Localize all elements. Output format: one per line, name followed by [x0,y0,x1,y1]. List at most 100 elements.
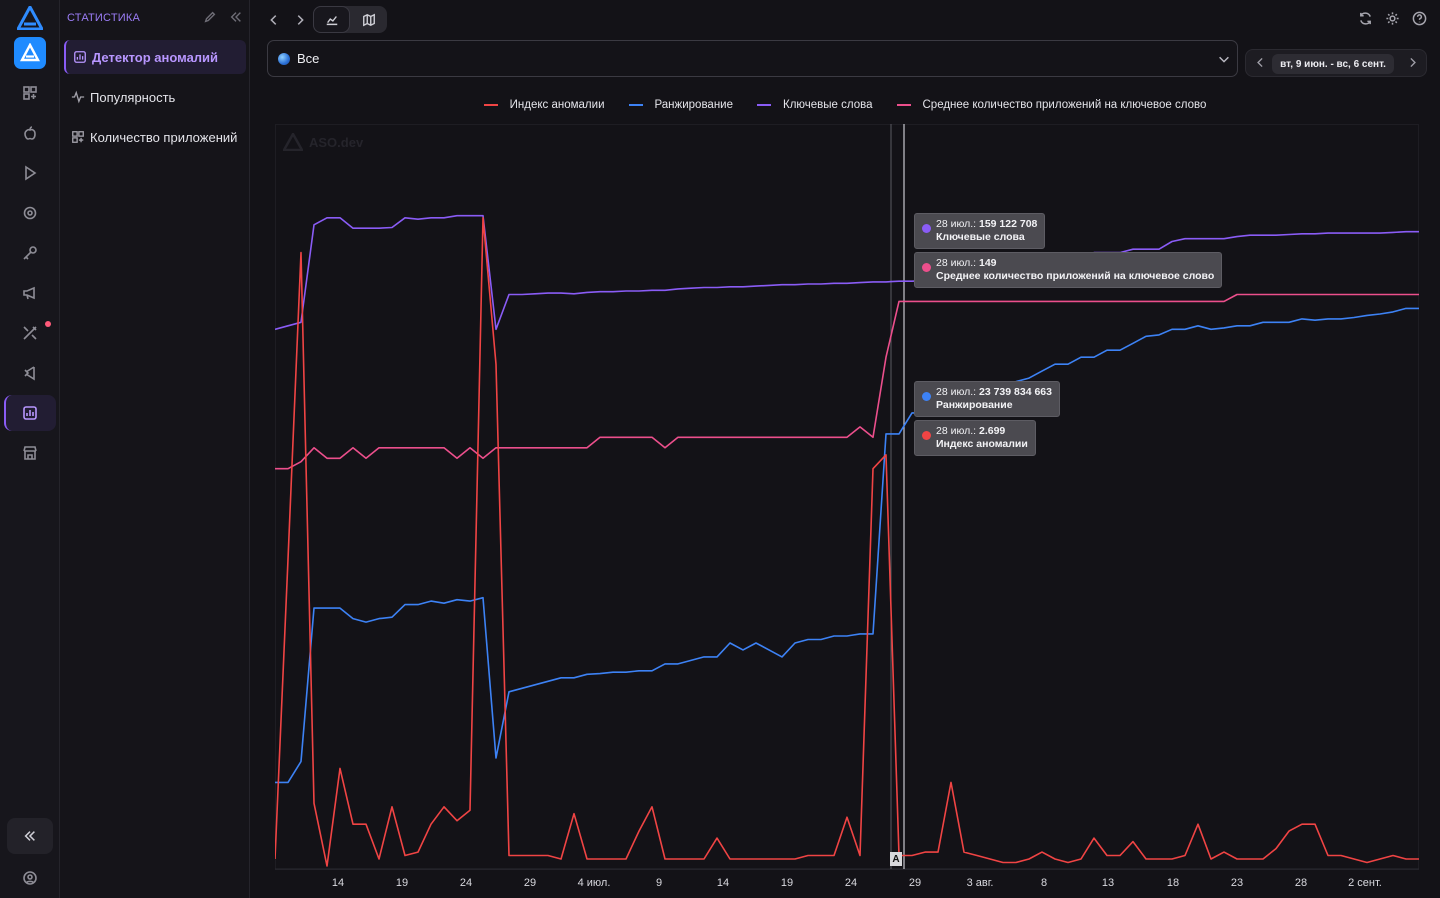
chevron-left-icon [1257,57,1263,68]
watermark-text: ASO.dev [309,134,364,150]
x-tick-label: 13 [1101,877,1115,889]
tooltip-date: 28 июл.: [936,425,977,437]
app-avatar-icon[interactable] [14,37,46,69]
chevron-right-icon [297,15,304,25]
apple-icon[interactable] [20,123,40,143]
icon-rail [0,0,60,898]
date-range-picker: вт, 9 июн. - вс, 6 сент. [1245,49,1427,77]
settings-button[interactable] [1385,11,1401,27]
chevron-right-icon [1410,57,1416,68]
chart-icon [73,50,87,64]
help-icon [1412,11,1427,26]
chevron-down-icon [1217,52,1231,66]
x-tick-label: 8 [1040,877,1048,889]
refresh-icon [1360,12,1371,25]
tooltip-date: 28 июл.: [936,257,977,269]
sidebar-item-label: Количество приложений [90,129,238,145]
tooltip-keywords: 28 июл.: 159 122 708 Ключевые слова [914,213,1046,249]
legend-label: Среднее количество приложений на ключево… [922,99,1207,111]
next-period-button[interactable] [1406,56,1420,70]
x-tick-label: 29 [523,877,537,889]
sidebar-item-app-count[interactable]: Количество приложений [64,120,246,154]
back-button[interactable] [264,10,284,30]
previous-period-button[interactable] [1254,56,1268,70]
x-tick-label: 14 [716,877,730,889]
map-view-button[interactable] [350,6,387,33]
x-tick-label: 4 июл. [577,877,611,889]
legend-label: Ключевые слова [783,99,873,111]
view-toggle [313,6,387,33]
tooltip-value: 159 122 708 [979,218,1038,230]
series-line[interactable] [275,214,1419,331]
statistics-icon[interactable] [20,403,40,423]
x-tick-label: 18 [1166,877,1180,889]
sidebar-item-anomaly-detector[interactable]: Детектор аномалий [64,40,246,74]
chevron-left-icon [270,15,277,25]
line-chart-icon [326,15,337,25]
x-tick-label: 14 [331,877,345,889]
legend-item-keywords[interactable]: Ключевые слова [757,99,873,111]
legend-label: Ранжирование [654,99,734,111]
tooltip-value: 2.699 [979,425,1006,437]
refresh-button[interactable] [1358,11,1374,27]
watermark-logo-icon [283,133,303,151]
x-tick-label: 2 сент. [1348,877,1382,889]
section-title: СТАТИСТИКА [67,12,140,24]
target-icon[interactable] [20,203,40,223]
sidebar-item-label: Детектор аномалий [92,49,219,65]
tools-icon[interactable] [20,323,40,343]
tooltip-series: Ключевые слова [936,231,1025,243]
tooltip-series: Ранжирование [936,399,1013,411]
tooltip-avg-apps: 28 июл.: 149 Среднее количество приложен… [914,252,1223,288]
x-tick-label: 23 [1230,877,1244,889]
store-icon[interactable] [20,443,40,463]
legend-item-anomaly-index[interactable]: Индекс аномалии [483,99,605,111]
x-tick-label: 28 [1294,877,1308,889]
legend-label: Индекс аномалии [509,99,605,111]
map-icon [362,13,375,26]
tooltip-anomaly-index: 28 июл.: 2.699 Индекс аномалии [914,420,1036,456]
x-tick-label: 9 [655,877,663,889]
x-tick-label: 29 [908,877,922,889]
x-tick-label: 24 [844,877,858,889]
legend-item-avg-apps[interactable]: Среднее количество приложений на ключево… [896,99,1207,111]
x-tick-label: 19 [780,877,794,889]
edit-icon[interactable] [203,10,217,24]
tooltip-series: Среднее количество приложений на ключево… [936,270,1215,282]
dashboard-icon[interactable] [20,83,40,103]
x-tick-label: 24 [459,877,473,889]
app-logo-icon[interactable] [15,3,45,31]
tooltip-value: 149 [979,257,997,269]
tooltip-ranking: 28 июл.: 23 739 834 663 Ранжирование [914,381,1060,417]
account-icon[interactable] [20,868,40,888]
vscode-icon[interactable] [20,363,40,383]
tooltip-value: 23 739 834 663 [979,386,1052,398]
chart-svg [275,124,1419,870]
watermark: ASO.dev [283,133,363,151]
x-tick-label: 19 [395,877,409,889]
series-line[interactable] [275,217,1419,867]
country-select[interactable]: Все [267,40,1238,77]
key-icon[interactable] [20,243,40,263]
gear-icon [1386,12,1399,25]
tooltip-date: 28 июл.: [936,386,977,398]
collapse-rail-button[interactable] [7,818,53,854]
sidebar-item-popularity[interactable]: Популярность [64,80,246,114]
x-tick-label: 3 авг. [966,877,994,889]
section-sidebar: СТАТИСТИКА Детектор аномалий Популярност… [60,0,250,898]
country-select-value: Все [297,51,320,66]
help-button[interactable] [1412,11,1428,27]
date-range-label[interactable]: вт, 9 июн. - вс, 6 сент. [1272,54,1394,74]
series-line[interactable] [275,307,1419,784]
megaphone-icon[interactable] [20,283,40,303]
series-line[interactable] [275,293,1419,470]
play-icon[interactable] [20,163,40,183]
anomaly-chart[interactable] [275,124,1419,870]
annotation-marker[interactable]: A [890,852,902,866]
sidebar-item-label: Популярность [90,89,176,105]
collapse-sidebar-icon[interactable] [229,10,243,24]
chart-view-button[interactable] [313,6,350,33]
pulse-icon [71,90,85,104]
forward-button[interactable] [290,10,310,30]
legend-item-ranking[interactable]: Ранжирование [628,99,734,111]
